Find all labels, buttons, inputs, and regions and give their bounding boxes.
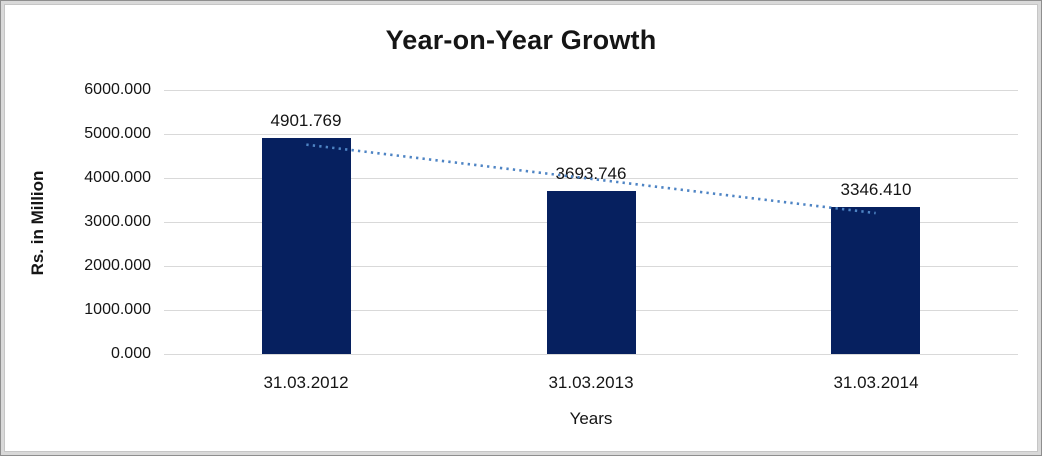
y-axis-tick-label: 1000.000 xyxy=(84,301,151,318)
chart-title: Year-on-Year Growth xyxy=(385,25,657,55)
y-axis-tick-label: 3000.000 xyxy=(84,213,151,230)
y-axis-tick-label: 4000.000 xyxy=(84,169,151,186)
x-axis-tick-label: 31.03.2013 xyxy=(548,373,634,392)
gridline xyxy=(164,90,1018,91)
y-axis-tick-label: 0.000 xyxy=(110,345,151,362)
bar-31.03.2012 xyxy=(262,138,351,354)
plot-area: 4901.769 3693.746 3346.410 xyxy=(164,90,1018,355)
y-axis-tick-label: 6000.000 xyxy=(84,81,151,98)
y-axis-tick-label: 2000.000 xyxy=(84,257,151,274)
bar-data-label: 3346.410 xyxy=(840,180,912,199)
x-axis-title: Years xyxy=(569,409,613,428)
gridline xyxy=(164,134,1018,135)
bar-data-label: 4901.769 xyxy=(270,111,342,130)
y-axis-tick-label: 5000.000 xyxy=(84,125,151,142)
x-axis-tick-label: 31.03.2014 xyxy=(833,373,919,392)
bar-data-label: 3693.746 xyxy=(555,164,627,183)
bar-31.03.2013 xyxy=(547,191,636,354)
x-axis-tick-label: 31.03.2012 xyxy=(263,373,349,392)
gridline xyxy=(164,354,1018,355)
chart-canvas: Year-on-Year Growth Rs. in Million 4901.… xyxy=(4,4,1038,452)
bar-31.03.2014 xyxy=(831,207,920,354)
